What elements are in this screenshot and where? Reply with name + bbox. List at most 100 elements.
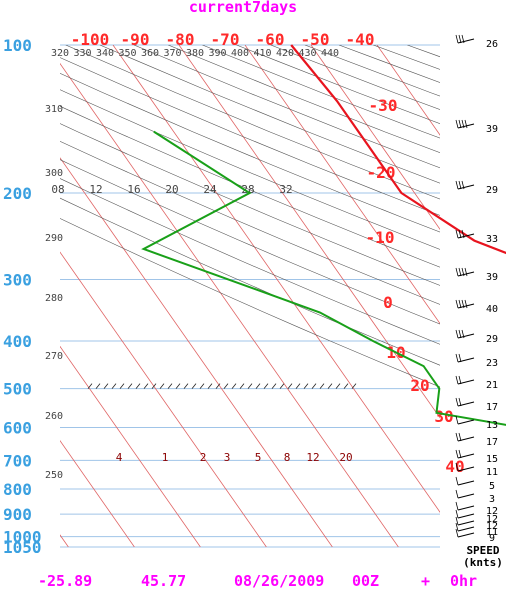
temp-tick-labels-top: -100 -90 -80 -70 -60 -50 -40 (71, 30, 375, 49)
hatch-mark (127, 383, 133, 389)
wind-barb-flag (464, 267, 468, 277)
hatch-mark (143, 383, 149, 389)
wind-barb-flag (458, 34, 462, 44)
mixing-tick-low: 4 (116, 451, 123, 464)
footer-lon: 45.77 (141, 572, 186, 590)
theta-tick: 390 (208, 48, 226, 59)
pressure-tick-500: 500 (3, 380, 32, 399)
footer-offset: 0hr (450, 572, 477, 590)
wind-speed-label: 26 (486, 39, 498, 50)
wind-barb-flag (458, 397, 462, 407)
mixing-tick: 24 (203, 183, 217, 196)
wind-barb-flag (455, 353, 459, 363)
footer-lat: -25.89 (38, 572, 92, 590)
wind-barb-flag (455, 528, 459, 538)
wind-barb-flag (455, 432, 459, 442)
mixing-tick: 28 (241, 183, 254, 196)
pressure-tick-900: 900 (3, 505, 32, 524)
wind-barb-flag (458, 267, 462, 277)
mixing-tick-low: 20 (339, 451, 352, 464)
mixing-ratio-tick-labels: 08 12 16 20 24 28 324 1 2 3 5 8 12 20 (51, 183, 352, 464)
adiabat-250 (60, 197, 440, 366)
pressure-tick-400: 400 (3, 332, 32, 351)
theta-tick: 440 (321, 48, 339, 59)
mixing-tick: 20 (165, 183, 178, 196)
isotherm--130 (60, 345, 201, 547)
temp-tick-right: 30 (434, 407, 453, 426)
wind-speed-label: 39 (486, 124, 498, 135)
wind-barb-flag (458, 432, 462, 442)
hatch-mark (287, 383, 293, 389)
temp-tick-right: 20 (410, 376, 429, 395)
theta-tick-left: 260 (45, 411, 63, 422)
hatch-mark (223, 383, 229, 389)
hatch-mark (335, 383, 341, 389)
wind-speed-label: 23 (486, 358, 498, 369)
wind-barb-flag (455, 267, 459, 277)
wind-barb-flag (455, 476, 459, 486)
wind-barb-flag (455, 516, 459, 526)
hatch-mark (207, 383, 213, 389)
mixing-tick-low: 3 (224, 451, 231, 464)
wind-barb-flag (464, 299, 468, 309)
wind-barb-flag (458, 353, 462, 363)
isotherm--110 (60, 157, 333, 547)
isotherm--50 (376, 45, 440, 136)
wind-barb-staff (457, 493, 475, 499)
adiabat-330 (60, 57, 440, 216)
hatch-mark (231, 383, 237, 389)
wind-barb-flag (461, 34, 465, 44)
wind-speed-label: 11 (486, 467, 498, 478)
wind-barb-flag (458, 119, 462, 129)
wind-speed-label: 13 (486, 420, 498, 431)
wind-barb-flag (455, 299, 459, 309)
temp-tick-top: -80 (166, 30, 195, 49)
isotherm--80 (178, 45, 440, 419)
wind-speed-label: 15 (486, 454, 498, 465)
wind-barb-flag (464, 119, 468, 129)
temp-tick-right: -20 (367, 163, 396, 182)
hatch-mark (111, 383, 117, 389)
pressure-tick-1050: 1050 (3, 538, 42, 557)
wind-speed-label: 3 (489, 494, 495, 505)
wind-barb-flag (455, 489, 459, 499)
adiabat-260 (60, 178, 440, 345)
adiabat-280 (60, 140, 440, 305)
pressure-tick-1000: 1000 (3, 528, 42, 547)
mixing-tick-low: 2 (200, 451, 207, 464)
mixing-tick: 32 (279, 183, 292, 196)
hatch-mark (103, 383, 109, 389)
temp-tick-right: 40 (445, 457, 464, 476)
hatch-mark (319, 383, 325, 389)
wind-barb-flag (458, 449, 462, 459)
hatch-mark (271, 383, 277, 389)
footer-plus: + (421, 572, 430, 590)
temp-tick-top: -60 (256, 30, 285, 49)
theta-tick: 320 (51, 48, 69, 59)
adiabat-290 (60, 123, 440, 286)
wind-barb-flag (455, 501, 459, 511)
pressure-tick-300: 300 (3, 271, 32, 290)
wind-barb-flag (461, 267, 465, 277)
theta-tick: 330 (73, 48, 91, 59)
speed-label: SPEED (466, 544, 499, 557)
mixing-tick-low: 12 (306, 451, 319, 464)
wind-barb-staff (457, 480, 475, 486)
hatch-mark (159, 383, 165, 389)
wind-speed-label: 29 (486, 185, 498, 196)
wind-barb-flag (455, 34, 459, 44)
wind-speed-label: 39 (486, 272, 498, 283)
wind-barb-flag (455, 375, 459, 385)
theta-tick-left: 270 (45, 351, 63, 362)
wind-barb-staff (457, 466, 475, 472)
temp-tick-top: -100 (71, 30, 110, 49)
theta-tick-left: 280 (45, 293, 63, 304)
theta-tick: 350 (118, 48, 136, 59)
adiabat-410 (304, 45, 440, 97)
hatch-mark (151, 383, 157, 389)
hatch-mark (255, 383, 261, 389)
wind-barb-flag (458, 375, 462, 385)
hatch-mark (279, 383, 285, 389)
isotherm--90 (112, 45, 440, 513)
